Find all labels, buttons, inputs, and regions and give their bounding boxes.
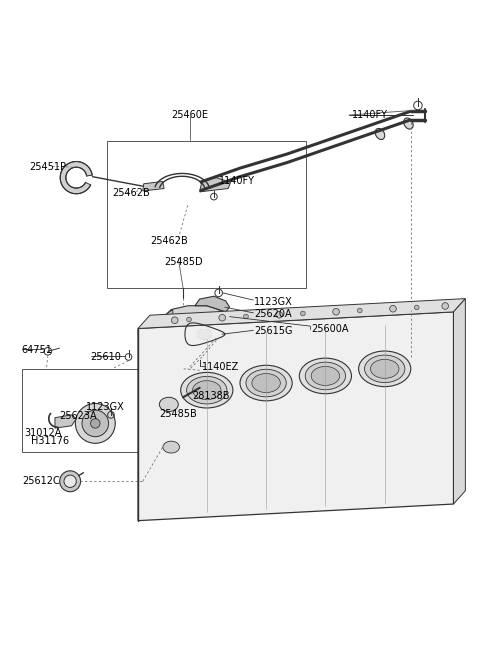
Ellipse shape	[192, 380, 221, 399]
Circle shape	[333, 308, 339, 315]
Ellipse shape	[305, 362, 346, 390]
Ellipse shape	[371, 359, 399, 378]
Ellipse shape	[187, 376, 227, 404]
Polygon shape	[138, 312, 454, 520]
Polygon shape	[454, 299, 466, 504]
Text: 25462B: 25462B	[150, 236, 188, 246]
Ellipse shape	[246, 369, 286, 397]
Text: 25485B: 25485B	[159, 409, 197, 419]
Circle shape	[414, 305, 419, 310]
Circle shape	[300, 311, 305, 316]
Polygon shape	[143, 181, 164, 191]
Circle shape	[171, 317, 178, 323]
Ellipse shape	[240, 365, 292, 401]
Text: 25451P: 25451P	[29, 162, 66, 172]
Circle shape	[91, 419, 100, 428]
Circle shape	[358, 308, 362, 313]
Text: 1140EZ: 1140EZ	[202, 363, 240, 373]
Circle shape	[390, 306, 396, 312]
Circle shape	[178, 394, 187, 403]
Bar	[22, 369, 212, 452]
Text: 25485D: 25485D	[164, 257, 203, 267]
Polygon shape	[164, 306, 223, 325]
Text: 25460E: 25460E	[172, 110, 209, 120]
Polygon shape	[60, 162, 92, 194]
Circle shape	[82, 410, 108, 437]
Polygon shape	[197, 329, 212, 339]
Ellipse shape	[364, 355, 405, 382]
Circle shape	[243, 314, 248, 319]
Text: 28138B: 28138B	[192, 391, 230, 401]
Ellipse shape	[300, 358, 351, 394]
Circle shape	[276, 311, 282, 318]
Text: 25620A: 25620A	[254, 309, 292, 319]
Circle shape	[160, 422, 168, 430]
Text: 25615G: 25615G	[254, 326, 293, 336]
Text: H31176: H31176	[31, 436, 70, 446]
Text: 64751: 64751	[22, 345, 53, 355]
Circle shape	[64, 475, 76, 487]
Text: 1123GX: 1123GX	[86, 402, 124, 412]
Text: 25600A: 25600A	[311, 323, 348, 334]
Ellipse shape	[311, 367, 340, 386]
Polygon shape	[55, 415, 76, 428]
Circle shape	[75, 403, 115, 443]
Polygon shape	[200, 177, 230, 192]
Polygon shape	[150, 309, 174, 324]
Ellipse shape	[180, 373, 233, 408]
Text: 31012A: 31012A	[24, 428, 61, 438]
Text: 25462B: 25462B	[112, 189, 150, 198]
Circle shape	[157, 419, 171, 432]
Text: 1123GX: 1123GX	[254, 298, 293, 307]
Circle shape	[187, 317, 192, 322]
Ellipse shape	[159, 397, 179, 411]
Ellipse shape	[404, 118, 413, 129]
Ellipse shape	[163, 442, 180, 453]
Text: 1140FY: 1140FY	[219, 177, 255, 187]
Ellipse shape	[252, 374, 280, 392]
Text: 25623A: 25623A	[60, 411, 97, 421]
Ellipse shape	[359, 351, 411, 386]
Text: 25610: 25610	[91, 352, 121, 362]
Circle shape	[60, 471, 81, 491]
Ellipse shape	[375, 128, 384, 139]
Polygon shape	[195, 296, 229, 312]
Text: 25612C: 25612C	[22, 476, 60, 486]
Bar	[107, 141, 306, 288]
Text: 1140FY: 1140FY	[351, 110, 387, 120]
Circle shape	[219, 315, 226, 321]
Polygon shape	[138, 299, 466, 328]
Circle shape	[442, 303, 448, 309]
